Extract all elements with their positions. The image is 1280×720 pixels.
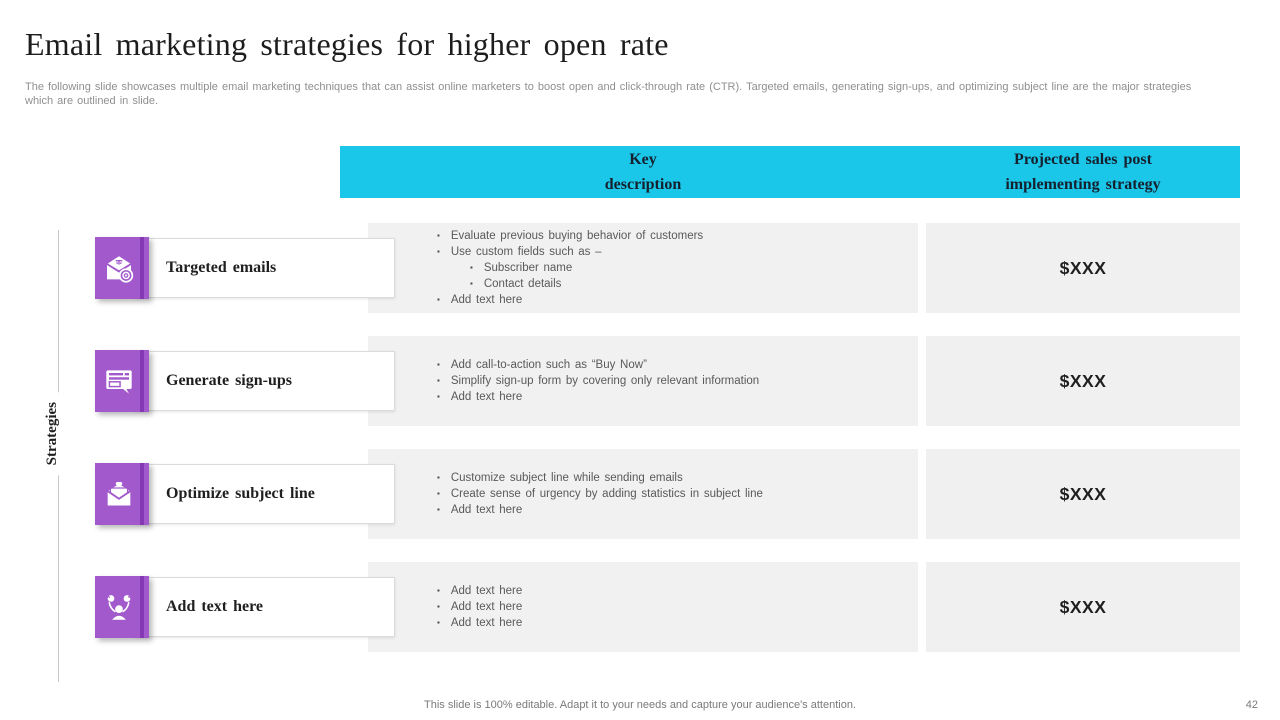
table-row: ▪ Customize subject line while sending em… [0,449,1280,539]
page-title: Email marketing strategies for higher op… [25,26,669,62]
description-cell: ▪ Evaluate previous buying behavior of cu… [368,223,918,313]
column-header-key-description: Key description [604,151,682,193]
strategy-icon-box [95,463,149,525]
projected-sales-value: $XXX [926,223,1240,313]
bullet-item: ▪ Use custom fields such as – [437,244,918,260]
bullet-text: Use custom fields such as – [450,246,602,258]
table-row: ▪ Add call-to-action such as “Buy Now” ▪ Si… [0,336,1280,426]
strategy-icon-box [95,237,149,299]
projected-sales-value: $XXX [926,449,1240,539]
bullet-marker: ▪ [437,602,440,611]
bullet-text: Customize subject line while sending ema… [450,472,683,484]
bullet-item: ▪ Subscriber name [470,260,918,276]
strategy-label: Generate sign-ups [166,372,292,389]
strategy-label: Add text here [166,598,264,615]
bullet-text: Add text here [450,585,523,597]
bullet-text: Add text here [450,504,523,516]
bullet-item: ▪ Add text here [437,599,918,615]
table-rows: ▪ Evaluate previous buying behavior of cu… [0,223,1280,652]
strategy-label-box: Optimize subject line [134,464,395,524]
bullet-text: Add text here [450,617,523,629]
bullet-text: Add text here [450,294,523,306]
bullet-list: ▪ Customize subject line while sending em… [437,470,918,518]
bullet-list: ▪ Add text here ▪ Add text here ▪ Add text he… [437,583,918,631]
bullet-text: Create sense of urgency by adding statis… [450,488,763,500]
bullet-item: ▪ Add text here [437,389,918,405]
person-ideas-icon [107,595,131,620]
bullet-marker: ▪ [437,360,440,369]
strategy-icon-box [95,350,149,412]
bullet-marker: ▪ [437,505,440,514]
bullet-marker: ▪ [437,231,440,240]
description-cell: ▪ Add text here ▪ Add text here ▪ Add text he… [368,562,918,652]
slide-description: The following slide showcases multiple e… [25,81,1192,107]
column-header-projected-sales: Projected sales post implementing strate… [1005,151,1161,193]
description-cell: ▪ Add call-to-action such as “Buy Now” ▪ Si… [368,336,918,426]
bullet-text: Add call-to-action such as “Buy Now” [450,359,647,371]
strategies-axis-label: Strategies [44,392,61,476]
targeted-email-icon [106,256,134,283]
strategy-label: Targeted emails [166,259,277,276]
projected-sales-value: $XXX [926,336,1240,426]
table-row: ▪ Add text here ▪ Add text here ▪ Add text he… [0,562,1280,652]
bullet-text: Simplify sign-up form by covering only r… [450,375,760,387]
table-row: ▪ Evaluate previous buying behavior of cu… [0,223,1280,313]
bullet-text: Evaluate previous buying behavior of cus… [450,230,704,242]
signup-form-icon [106,370,132,394]
bullet-item: ▪ Add text here [437,502,918,518]
page-number: 42 [1245,699,1258,711]
strategy-label-box: Generate sign-ups [134,351,395,411]
bullet-marker: ▪ [437,247,440,256]
bullet-marker: ▪ [437,376,440,385]
bullet-marker: ▪ [437,392,440,401]
strategy-label-box: Targeted emails [134,238,395,298]
bullet-list: ▪ Add call-to-action such as “Buy Now” ▪ Si… [437,357,918,405]
bullet-marker: ▪ [437,618,440,627]
bullet-item: ▪ Simplify sign-up form by covering only … [437,373,918,389]
projected-sales-value: $XXX [926,562,1240,652]
open-envelope-icon [107,482,131,506]
strategy-label: Optimize subject line [166,485,315,502]
bullet-marker: ▪ [437,489,440,498]
bullet-marker: ▪ [470,279,473,288]
bullet-text: Add text here [450,601,523,613]
bullet-item: ▪ Add call-to-action such as “Buy Now” [437,357,918,373]
bullet-marker: ▪ [437,586,440,595]
bullet-text: Contact details [483,278,562,290]
bullet-marker: ▪ [437,473,440,482]
footer-note: This slide is 100% editable. Adapt it to… [424,699,856,711]
bullet-item: ▪ Customize subject line while sending em… [437,470,918,486]
bullet-text: Subscriber name [483,262,573,274]
bullet-list: ▪ Evaluate previous buying behavior of cu… [437,228,918,308]
bullet-text: Add text here [450,391,523,403]
bullet-marker: ▪ [470,263,473,272]
bullet-marker: ▪ [437,295,440,304]
bullet-item: ▪ Create sense of urgency by adding stati… [437,486,918,502]
table-header-bar: Key description Projected sales post imp… [340,146,1240,198]
bullet-item: ▪ Add text here [437,615,918,631]
bullet-item: ▪ Add text here [437,292,918,308]
strategy-icon-box [95,576,149,638]
bullet-item: ▪ Add text here [437,583,918,599]
bullet-item: ▪ Contact details [470,276,918,292]
strategy-label-box: Add text here [134,577,395,637]
bullet-item: ▪ Evaluate previous buying behavior of cu… [437,228,918,244]
description-cell: ▪ Customize subject line while sending em… [368,449,918,539]
